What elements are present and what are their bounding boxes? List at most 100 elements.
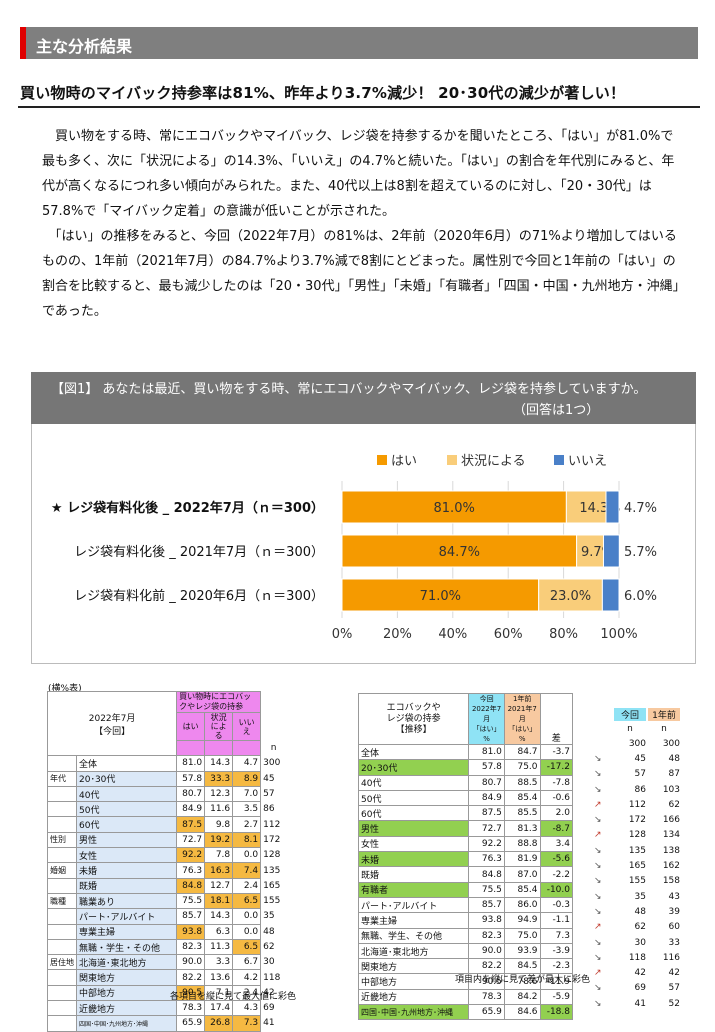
n-prev: 158 <box>662 876 680 887</box>
t2-now: 72.7 <box>468 820 505 837</box>
t1-row-label: 60代 <box>75 816 178 833</box>
t2-row-label: パート･アルバイト <box>357 896 470 914</box>
t2-prev: 85.5 <box>503 805 541 822</box>
t1-cell: 85.7 <box>176 908 206 925</box>
table-row: 20･30代 57.8 75.0 -17.2 <box>357 759 574 776</box>
bar-segment <box>602 534 620 568</box>
t1-row-label: パート･アルバイト <box>75 908 178 925</box>
table-row: 近畿地方 78.3 17.4 4.3 69 <box>47 1000 287 1017</box>
n-now: 135 <box>628 845 646 856</box>
t1-cell: 12.7 <box>204 877 234 894</box>
t2-row-label: 20･30代 <box>357 759 470 776</box>
t1-group <box>47 984 77 1002</box>
bar-segment <box>601 578 620 612</box>
t1-cell: 80.7 <box>176 785 206 803</box>
table-row: 関東地方 82.2 13.6 4.2 118 <box>47 969 287 986</box>
t1-group <box>47 938 77 956</box>
n-now: 35 <box>634 891 646 902</box>
t2-now: 87.5 <box>468 805 505 822</box>
n-label: n <box>627 724 633 734</box>
table-row: 全体 81.0 14.3 4.7 300 <box>47 755 287 772</box>
t2-diff: -8.7 <box>539 820 574 837</box>
t1-cell: 84.9 <box>176 801 206 818</box>
t1-cell: 7.4 <box>232 862 262 879</box>
t1-group <box>47 847 77 864</box>
t1-cell: 2.4 <box>232 877 262 894</box>
t1-group: 居住地 <box>47 954 77 971</box>
t1-n-cell: 48 <box>263 926 275 937</box>
t1-n-cell: 35 <box>263 911 275 922</box>
t1-cell: 82.2 <box>176 969 206 986</box>
data-label: 84.7% <box>439 545 480 560</box>
n-prev: 43 <box>668 891 680 902</box>
t2-prev: 86.0 <box>503 896 541 914</box>
t1-n-cell: 62 <box>263 942 275 952</box>
trend-arrow-icon: ↗ <box>594 922 602 933</box>
t1-cell: 82.3 <box>176 938 206 956</box>
n-row: ↘ 135 138 <box>594 843 700 858</box>
t2-prev: 85.4 <box>503 789 541 807</box>
n-row: ↗ 42 42 <box>594 965 700 980</box>
n-row: ↗ 112 62 <box>594 797 700 812</box>
t1-row-label: 無職・学生・その他 <box>75 938 178 956</box>
t2-header: エコバックや レジ袋の持参 【推移】 <box>357 693 470 745</box>
t1-cell: 2.7 <box>232 816 262 833</box>
table-row: 性別 男性 72.7 19.2 8.1 172 <box>47 831 287 849</box>
t1-cell: 4.3 <box>232 1000 262 1017</box>
table-row: 近畿地方 78.3 84.2 -5.9 <box>357 988 574 1006</box>
t1-cell: 19.2 <box>204 831 234 849</box>
t2-row-label: 近畿地方 <box>357 988 470 1006</box>
t1-n-cell: 112 <box>263 819 281 830</box>
t1-n-cell: 300 <box>263 758 281 769</box>
t1-group <box>47 755 77 772</box>
n-now: 69 <box>634 983 646 994</box>
t1-cell: 16.3 <box>204 862 234 879</box>
legend-label-0: はい <box>391 454 417 469</box>
bar-segment <box>341 490 567 524</box>
t2-now: 90.0 <box>468 942 505 960</box>
t1-cell: 13.6 <box>204 969 234 986</box>
t2-prev: 84.6 <box>503 1004 541 1021</box>
legend-swatch-2 <box>554 455 564 465</box>
data-label: 23.0% <box>550 589 591 604</box>
t2-row-label: 北海道･東北地方 <box>357 942 470 960</box>
t2-diff: -17.2 <box>539 759 574 776</box>
t1-cell: 14.3 <box>204 908 234 925</box>
n-now: 45 <box>634 753 646 764</box>
t1-cell: 11.6 <box>204 801 234 818</box>
t1-group: 職種 <box>47 892 77 910</box>
n-row: ↘ 69 57 <box>594 981 700 996</box>
legend-swatch-1 <box>447 455 457 465</box>
n-row: ↘ 155 158 <box>594 874 700 889</box>
n-row: ↘ 30 33 <box>594 935 700 950</box>
t2-prev: 84.2 <box>503 988 541 1006</box>
t2-now: 65.9 <box>468 1004 505 1021</box>
table-row: 未婚 76.3 81.9 -5.6 <box>357 851 574 868</box>
n-prev: 42 <box>668 968 680 979</box>
trend-arrow-icon: ↘ <box>594 815 602 826</box>
table-row: 40代 80.7 12.3 7.0 57 <box>47 785 287 803</box>
t1-n-cell: 57 <box>263 789 275 800</box>
t1-cell: 57.8 <box>176 770 206 787</box>
n-prev: 33 <box>668 937 680 948</box>
n-now: 57 <box>634 769 646 780</box>
n-row: ↗ 62 60 <box>594 920 700 935</box>
table-row: 職種 職業あり 75.5 18.1 6.5 155 <box>47 892 287 910</box>
table-row: 四国･中国･九州地方･沖縄 65.9 26.8 7.3 41 <box>47 1015 287 1032</box>
n-row: ↘ 165 162 <box>594 858 700 873</box>
trend-arrow-icon: ↘ <box>594 784 602 795</box>
t1-group <box>47 1015 77 1032</box>
data-label: 5.7% <box>624 545 657 560</box>
t2-diff: 7.3 <box>539 927 574 944</box>
trend-arrow-icon: ↘ <box>594 983 602 994</box>
table-row: 既婚 84.8 12.7 2.4 165 <box>47 877 287 894</box>
t1-group <box>47 785 77 803</box>
table-row: 無職、学生、その他 82.3 75.0 7.3 <box>357 927 574 944</box>
t2-diff: -2.2 <box>539 866 574 883</box>
t2-row-label: 関東地方 <box>357 958 470 975</box>
table-row: 中部地方 90.5 78.6 11.9 <box>357 973 574 990</box>
n-prev: 300 <box>662 738 680 749</box>
t1-row-label: 既婚 <box>75 877 178 894</box>
t2-diff: -7.8 <box>539 774 574 791</box>
x-tick-label: 20% <box>383 627 412 642</box>
